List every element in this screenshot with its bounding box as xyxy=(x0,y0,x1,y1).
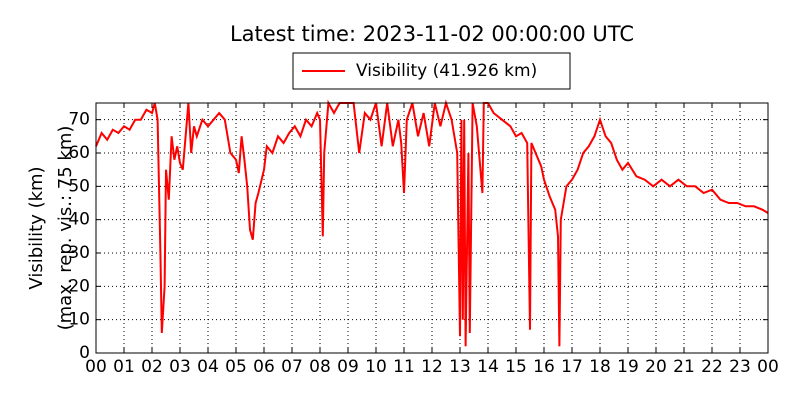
x-tick-label: 00 xyxy=(85,357,107,377)
plot-frame xyxy=(95,102,769,354)
x-tick-label: 16 xyxy=(533,357,555,377)
data-line xyxy=(95,99,769,347)
x-tick-label: 05 xyxy=(225,357,247,377)
x-tick-label: 03 xyxy=(169,357,191,377)
y-tick-label: 60 xyxy=(68,143,90,163)
y-tick-label: 30 xyxy=(68,243,90,263)
x-tick-label: 23 xyxy=(729,357,751,377)
y-tick-label: 50 xyxy=(68,176,90,196)
x-tick-label: 01 xyxy=(113,357,135,377)
x-tick-label: 15 xyxy=(505,357,527,377)
y-tick-label: 70 xyxy=(68,110,90,130)
x-tick-label: 00 xyxy=(757,357,779,377)
x-tick-label: 13 xyxy=(449,357,471,377)
x-tick-label: 09 xyxy=(337,357,359,377)
x-tick-label: 04 xyxy=(197,357,219,377)
legend-label: Visibility (41.926 km) xyxy=(356,61,537,81)
x-tick-label: 22 xyxy=(701,357,723,377)
x-tick-label: 07 xyxy=(281,357,303,377)
x-tick-label: 20 xyxy=(645,357,667,377)
chart-title: Latest time: 2023-11-02 00:00:00 UTC xyxy=(230,22,634,46)
y-axis-label: Visibility (km) (max. rep. vis.: 75 km) xyxy=(26,126,76,331)
x-tick-label: 12 xyxy=(421,357,443,377)
x-tick-label: 18 xyxy=(589,357,611,377)
x-tick-label: 19 xyxy=(617,357,639,377)
x-tick-label: 02 xyxy=(141,357,163,377)
y-axis-label-line: (max. rep. vis.: 75 km) xyxy=(55,126,76,331)
y-tick-label: 20 xyxy=(68,276,90,296)
x-tick-label: 17 xyxy=(561,357,583,377)
x-tick-label: 11 xyxy=(393,357,415,377)
x-tick-label: 14 xyxy=(477,357,499,377)
y-axis-label-line: Visibility (km) xyxy=(26,166,47,289)
x-tick-label: 06 xyxy=(253,357,275,377)
x-tick-label: 10 xyxy=(365,357,387,377)
y-tick-label: 10 xyxy=(68,310,90,330)
x-tick-label: 21 xyxy=(673,357,695,377)
y-tick-label: 40 xyxy=(68,210,90,230)
y-tick-label: 0 xyxy=(79,343,90,363)
x-tick-label: 08 xyxy=(309,357,331,377)
